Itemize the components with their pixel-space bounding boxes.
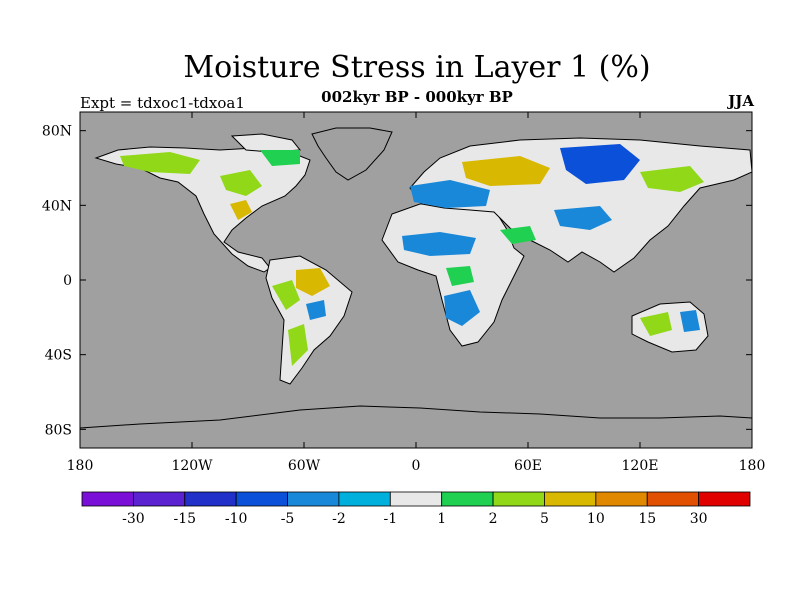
colorbar-label: -15 — [173, 511, 196, 527]
lon-tick-label: 120E — [622, 458, 659, 474]
colorbar-label: 30 — [690, 511, 708, 527]
land-north-america — [94, 146, 311, 273]
land-greenland — [311, 127, 393, 181]
anomaly-na-green2 — [220, 170, 262, 196]
colorbar-swatch — [544, 491, 597, 507]
colorbar-label: 2 — [489, 511, 498, 527]
anomaly-as-green — [640, 166, 704, 192]
anomaly-au-blue — [680, 310, 700, 332]
anomaly-as-yellow — [462, 156, 550, 186]
lat-tick-label: 40S — [45, 348, 72, 364]
colorbar-swatch — [389, 491, 443, 507]
land-antarctica — [80, 405, 752, 429]
colorbar-label: -1 — [383, 511, 397, 527]
colorbar-label: -2 — [332, 511, 346, 527]
anomaly-as-blue — [560, 144, 640, 184]
anomaly-au-green — [640, 312, 672, 336]
colorbar-swatch — [441, 491, 494, 507]
colorbar-swatch — [338, 491, 391, 507]
colorbar-label: 1 — [437, 511, 446, 527]
colorbar-label: 15 — [638, 511, 656, 527]
anomaly-na-green3 — [260, 150, 300, 166]
lon-tick-label: 120W — [171, 458, 213, 474]
lat-tick-label: 80N — [42, 124, 72, 140]
colorbar-swatch — [595, 491, 648, 507]
axis-ticks: 80N 40N 0 40S 80S 180 120W 60W 0 60E 120E 180 — [42, 112, 765, 474]
colorbar-swatch — [184, 491, 237, 507]
land-field — [80, 127, 752, 429]
colorbar-swatch — [81, 491, 134, 507]
anomaly-na-yellow — [230, 200, 252, 220]
map-title: Moisture Stress in Layer 1 (%) — [183, 50, 651, 85]
colorbar-swatch — [287, 491, 340, 507]
anomaly-na-green — [120, 152, 200, 174]
colorbar-label: -30 — [122, 511, 145, 527]
anomaly-af-blue2 — [444, 290, 480, 326]
lon-tick-label: 180 — [739, 458, 766, 474]
lat-tick-label: 40N — [42, 198, 72, 214]
colorbar-swatch — [698, 491, 751, 507]
colorbar-label: 10 — [587, 511, 605, 527]
anomaly-sa-yellow — [296, 268, 330, 296]
colorbar-swatch — [492, 491, 545, 507]
colorbar-label: 5 — [540, 511, 549, 527]
anomaly-sa-green — [272, 280, 300, 310]
colorbar-swatch — [132, 491, 186, 507]
anomaly-af-blue — [402, 232, 476, 256]
season-label: JJA — [728, 92, 754, 110]
lat-tick-label: 80S — [45, 422, 72, 438]
anomaly-sa-green2 — [288, 324, 308, 366]
anomaly-eu-blue — [410, 180, 490, 208]
colorbar-swatch — [235, 491, 288, 507]
colorbar-label: -10 — [225, 511, 248, 527]
map-subtitle: 002kyr BP - 000kyr BP — [321, 88, 513, 106]
colorbar: -30 -15 -10 -5 -2 -1 1 2 5 10 15 30 — [81, 491, 751, 527]
colorbar-label: -5 — [281, 511, 295, 527]
lon-tick-label: 60E — [514, 458, 542, 474]
anomaly-sa-blue — [306, 300, 326, 320]
lon-tick-label: 60W — [288, 458, 321, 474]
experiment-label: Expt = tdxoc1-tdxoa1 — [80, 94, 245, 112]
colorbar-swatch — [646, 491, 700, 507]
lon-tick-label: 180 — [67, 458, 94, 474]
anomaly-as-blue2 — [554, 206, 612, 230]
anomaly-as-green2 — [500, 226, 536, 244]
anomaly-af-green — [446, 266, 474, 286]
lon-tick-label: 0 — [412, 458, 421, 474]
lat-tick-label: 0 — [63, 273, 72, 289]
